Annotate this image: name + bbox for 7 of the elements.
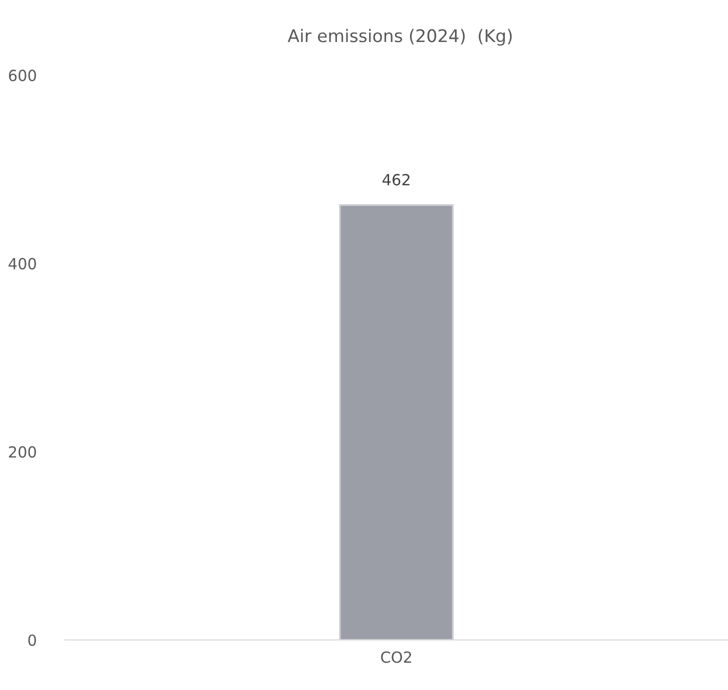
data-label: 462	[382, 174, 410, 186]
y-tick-label: 400	[8, 258, 36, 270]
chart-title: Air emissions (2024) (Kg)	[288, 28, 512, 46]
y-tick-label: 200	[8, 446, 36, 458]
y-tick-label: 0	[28, 634, 36, 646]
x-tick-label: CO2	[381, 651, 412, 663]
y-tick-label: 600	[8, 70, 36, 82]
